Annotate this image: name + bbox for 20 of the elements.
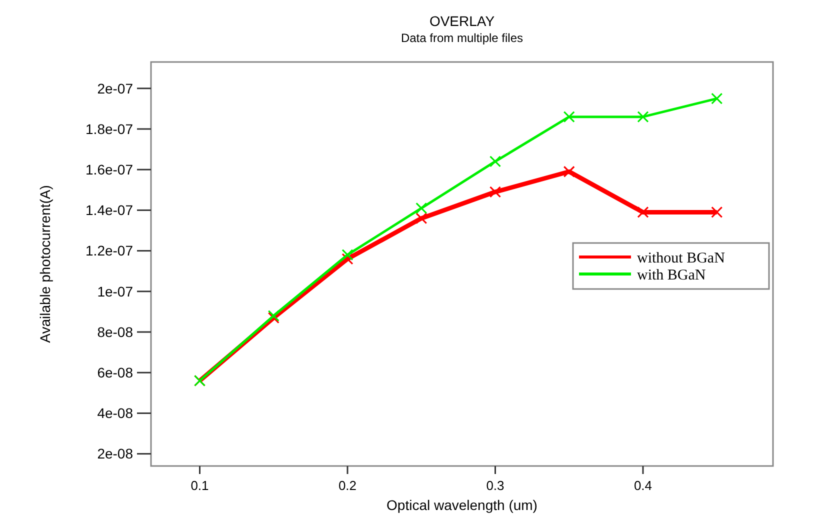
- chart-subtitle: Data from multiple files: [400, 31, 524, 45]
- y-tick-label: 1.4e-07: [86, 202, 134, 218]
- y-tick-label: 1e-07: [97, 283, 134, 300]
- legend-label: with BGaN: [637, 267, 706, 284]
- x-tick-label: 0.2: [338, 478, 357, 493]
- x-axis-title: Optical wavelength (um): [386, 497, 538, 513]
- y-tick-label: 1.2e-07: [86, 242, 134, 259]
- y-tick-label: 4e-08: [97, 405, 134, 422]
- y-tick-label: 2e-08: [97, 446, 134, 462]
- y-tick-label: 1.8e-07: [86, 120, 134, 137]
- chart-title: OVERLAY: [429, 13, 496, 29]
- y-tick-label: 8e-08: [97, 324, 134, 340]
- x-tick-label: 0.4: [634, 478, 652, 493]
- x-tick-label: 0.1: [190, 478, 209, 493]
- y-tick-label: 6e-08: [97, 364, 134, 381]
- y-tick-label: 2e-07: [97, 80, 134, 96]
- x-tick-label: 0.3: [486, 478, 504, 493]
- y-axis-title: Available photocurrent(A): [37, 185, 53, 343]
- legend-label: without BGaN: [637, 250, 726, 266]
- y-tick-label: 1.6e-07: [86, 162, 134, 178]
